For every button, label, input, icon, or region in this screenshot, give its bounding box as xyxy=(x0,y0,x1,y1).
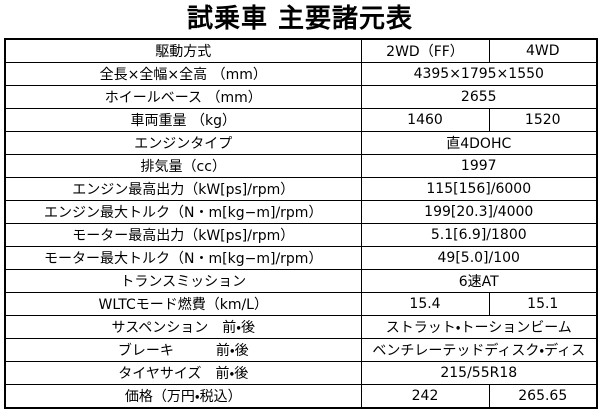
table-row: 価格（万円・税込） 242 265.65 xyxy=(4,384,598,409)
table-row: モーター最高出力（kW[ps]/rpm） 5.1[6.9]/1800 xyxy=(4,223,598,247)
table-row: タイヤサイズ 前・後 215/55R18 xyxy=(4,361,598,385)
table-row: 駆動方式 2WD（FF） 4WD xyxy=(4,38,598,63)
table-row: ホイールベース （mm） 2655 xyxy=(4,85,598,109)
row-label: ブレーキ 前・後 xyxy=(4,338,362,362)
cell-value: 199[20.3]/4000 xyxy=(360,200,598,224)
cell-value: 6速AT xyxy=(360,269,598,293)
cell-value: 242 xyxy=(360,384,490,409)
row-label: タイヤサイズ 前・後 xyxy=(4,361,362,385)
row-label: エンジン最大トルク（N・m[kg−m]/rpm） xyxy=(4,200,362,224)
row-label: トランスミッション xyxy=(4,269,362,293)
cell-value: 1460 xyxy=(360,108,490,132)
table-row: 全長×全幅×全高 （mm） 4395×1795×1550 xyxy=(4,62,598,86)
cell-value: 1520 xyxy=(488,108,598,132)
row-label: サスペンション 前・後 xyxy=(4,315,362,339)
cell-value: 1997 xyxy=(360,154,598,178)
cell-value: 15.1 xyxy=(488,292,598,316)
cell-value: 2655 xyxy=(360,85,598,109)
table-row: ブレーキ 前・後 ベンチレーテッドディスク・ディス xyxy=(4,338,598,362)
table-body: 駆動方式 2WD（FF） 4WD 全長×全幅×全高 （mm） 4395×1795×155… xyxy=(4,38,598,409)
row-label: モーター最大トルク（N・m[kg−m]/rpm） xyxy=(4,246,362,270)
table-row: トランスミッション 6速AT xyxy=(4,269,598,293)
spec-table: 駆動方式 2WD（FF） 4WD 全長×全幅×全高 （mm） 4395×1795×155… xyxy=(4,38,598,409)
cell-value: 49[5.0]/100 xyxy=(360,246,598,270)
row-label: エンジン最高出力（kW[ps]/rpm） xyxy=(4,177,362,201)
row-label: ホイールベース （mm） xyxy=(4,85,362,109)
row-label: 車両重量 （kg） xyxy=(4,108,362,132)
cell-value: 5.1[6.9]/1800 xyxy=(360,223,598,247)
table-row: エンジン最大トルク（N・m[kg−m]/rpm） 199[20.3]/4000 xyxy=(4,200,598,224)
row-label: 全長×全幅×全高 （mm） xyxy=(4,62,362,86)
table-row: 排気量（cc） 1997 xyxy=(4,154,598,178)
cell-value: 4WD xyxy=(488,38,598,63)
cell-value: ベンチレーテッドディスク・ディス xyxy=(360,338,598,362)
row-label: モーター最高出力（kW[ps]/rpm） xyxy=(4,223,362,247)
cell-value: 直4DOHC xyxy=(360,131,598,155)
table-row: 車両重量 （kg） 1460 1520 xyxy=(4,108,598,132)
cell-value: 2WD（FF） xyxy=(360,38,490,63)
title: 試乗車 主要諸元表 xyxy=(186,4,414,34)
row-label: WLTCモード燃費（km/L） xyxy=(4,292,362,316)
cell-value: 265.65 xyxy=(488,384,598,409)
cell-value: 115[156]/6000 xyxy=(360,177,598,201)
table-row: サスペンション 前・後 ストラット・トーションビーム xyxy=(4,315,598,339)
table-row: WLTCモード燃費（km/L） 15.4 15.1 xyxy=(4,292,598,316)
row-label: 駆動方式 xyxy=(4,38,362,63)
row-label: エンジンタイプ xyxy=(4,131,362,155)
table-row: エンジン最高出力（kW[ps]/rpm） 115[156]/6000 xyxy=(4,177,598,201)
cell-value: 215/55R18 xyxy=(360,361,598,385)
cell-value: 15.4 xyxy=(360,292,490,316)
table-row: モーター最大トルク（N・m[kg−m]/rpm） 49[5.0]/100 xyxy=(4,246,598,270)
row-label: 価格（万円・税込） xyxy=(4,384,362,409)
row-label: 排気量（cc） xyxy=(4,154,362,178)
cell-value: ストラット・トーションビーム xyxy=(360,315,598,339)
cell-value: 4395×1795×1550 xyxy=(360,62,598,86)
table-row: エンジンタイプ 直4DOHC xyxy=(4,131,598,155)
